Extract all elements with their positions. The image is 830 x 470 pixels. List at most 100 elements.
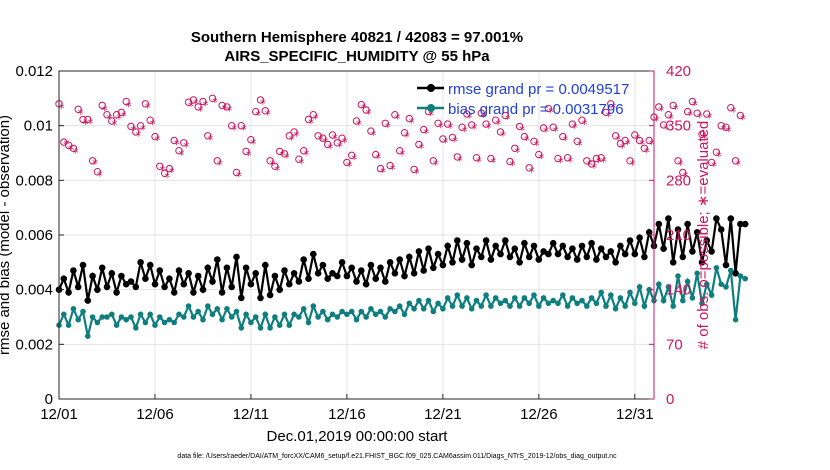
obs-evaluated-point: * [711,160,717,174]
bias-point [396,303,403,309]
series-layer [55,214,749,339]
obs-evaluated-point: * [92,157,98,171]
obs-possible-point [98,101,106,110]
obs-possible-point [343,158,351,167]
obs-evaluated-point: * [255,109,261,123]
obs-evaluated-point: * [486,121,492,135]
rmse-point [343,272,351,280]
obs-possible-point [170,136,178,145]
obs-possible-point [693,109,701,117]
bias-point [224,306,230,312]
rmse-point [410,270,418,277]
obs-evaluated-point: * [591,161,597,175]
bias-point [689,295,696,301]
obs-evaluated-point: * [73,146,79,160]
rmse-point [113,289,120,296]
rmse-point [228,283,235,291]
bias-point [368,306,374,312]
obs-evaluated-point: * [414,167,420,181]
rmse-point [525,253,533,261]
obs-possible-point [309,111,317,119]
obs-possible-point [554,154,562,163]
obs-evaluated-point: * [505,113,511,127]
bias-point [94,319,101,326]
rmse-point [406,253,413,261]
obs-evaluated-point: * [313,112,319,126]
bias-point [632,300,638,307]
obs-possible-point [482,120,490,128]
bias-point [713,265,720,271]
obs-evaluated-point: * [193,97,199,111]
bias-point [109,311,115,318]
obs-possible-point [136,122,145,130]
x-tick-label: 12/21 [424,406,462,423]
bias-point [622,303,628,309]
obs-evaluated-point: * [553,124,559,138]
obs-evaluated-point: * [375,152,381,166]
bias-point [507,303,513,309]
bias-point [603,303,609,309]
x-tick-label: 12/11 [233,406,269,423]
bias-point [574,300,580,307]
obs-possible-point [372,150,380,159]
rmse-point [70,267,77,274]
rmse-point [420,267,428,274]
bias-point [444,295,451,301]
bias-point [675,273,681,279]
obs-possible-point [487,154,495,163]
rmse-point [559,242,567,250]
bias-point [353,316,360,323]
y-tick-label: 0.006 [15,227,53,244]
rmse-point [607,248,615,255]
obs-evaluated-point: * [543,125,549,139]
obs-evaluated-point: * [409,116,415,130]
rmse-point [238,294,245,302]
obs-evaluated-point: * [572,121,578,135]
rmse-point [549,239,557,247]
bias-point [723,284,729,290]
obs-possible-point [237,122,246,130]
bias-point [181,314,187,320]
obs-possible-point [204,132,212,140]
obs-evaluated-point: * [303,148,309,162]
rmse-point [430,264,437,272]
bias-point [612,306,619,312]
obs-evaluated-point: * [634,132,640,146]
bias-point [85,333,91,339]
bias-point [75,316,81,323]
bias-point [387,306,393,312]
obs-evaluated-point: * [447,121,453,135]
rmse-point [396,256,404,263]
bias-point [305,319,312,326]
rmse-point [506,253,514,261]
bias-point [310,303,317,309]
rmse-point [252,270,259,277]
rmse-point [492,242,500,250]
obs-possible-point [611,132,620,140]
obs-possible-point [683,107,692,116]
bias-point [449,303,456,309]
obs-evaluated-point: * [270,158,276,172]
obs-possible-point [607,100,615,108]
rmse-point [669,259,677,266]
rmse-point [194,272,202,280]
obs-possible-point [165,164,174,173]
obs-evaluated-point: * [577,138,583,152]
rmse-series [55,214,749,304]
obs-possible-point [194,103,202,111]
obs-evaluated-point: * [231,123,237,137]
rmse-point [708,248,715,255]
obs-evaluated-point: * [740,113,746,127]
rmse-point [314,270,322,277]
obs-possible-point [722,123,730,131]
rmse-point [502,237,509,244]
obs-evaluated-point: * [102,103,108,117]
obs-evaluated-point: * [111,118,117,132]
obs-evaluated-point: * [438,120,444,134]
rmse-point [626,237,634,244]
obs-evaluated-point: * [106,112,112,126]
obs-possible-point [151,132,159,141]
rmse-point [362,280,370,288]
obs-possible-point [635,136,644,145]
rmse-point [166,275,173,283]
